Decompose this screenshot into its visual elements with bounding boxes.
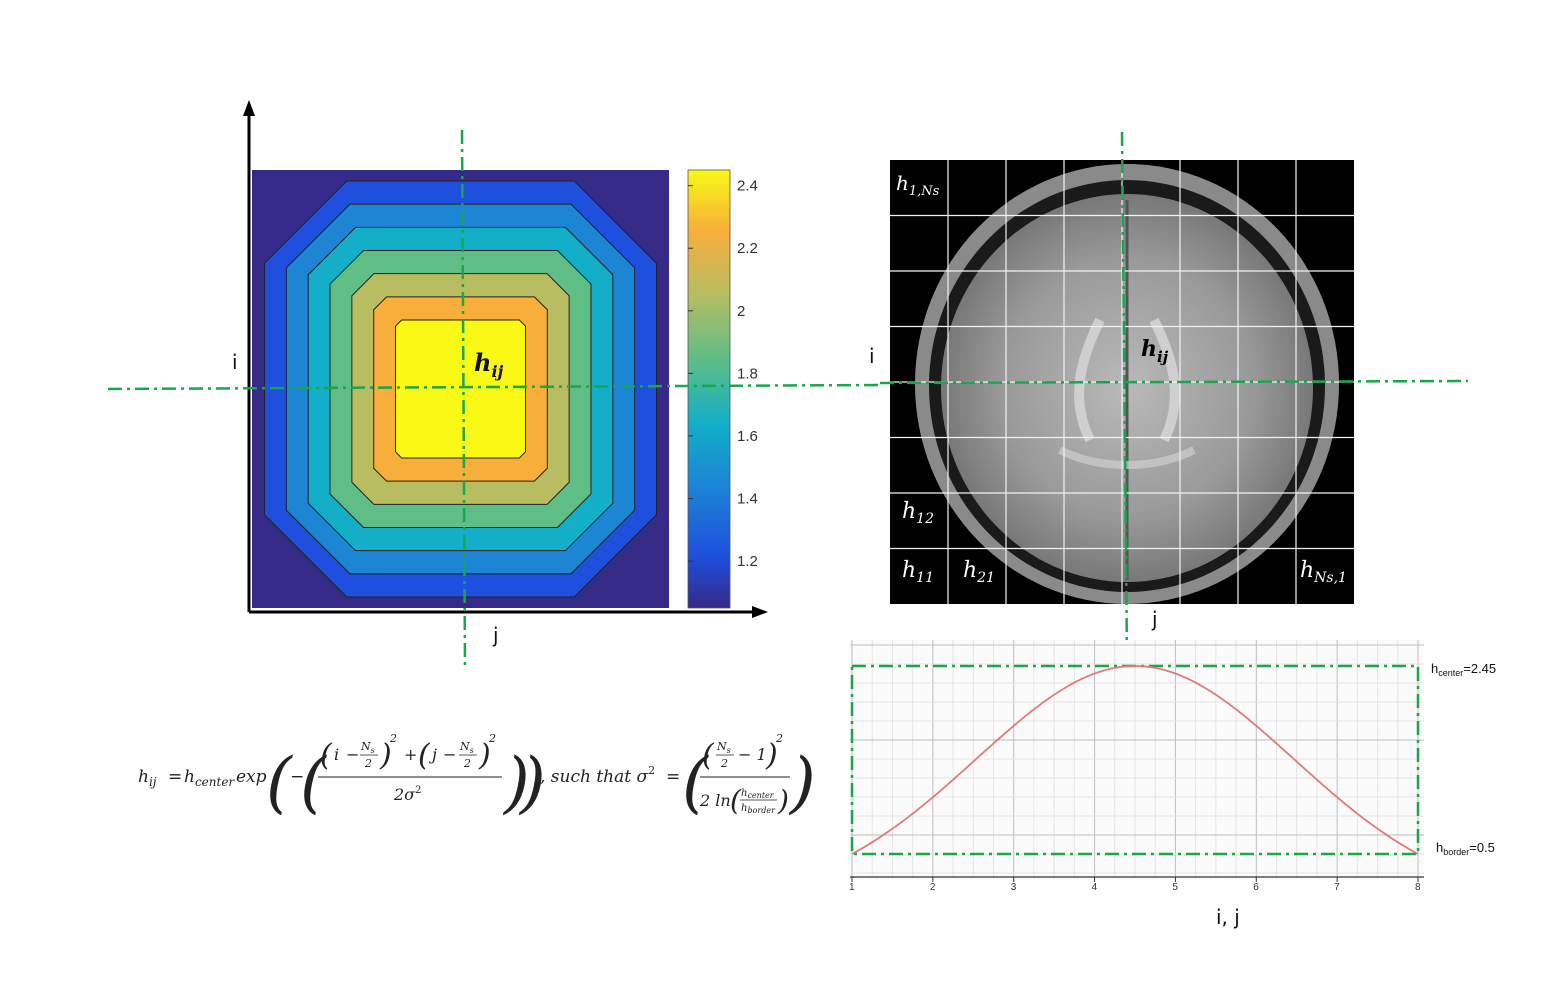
heatmap-contours [264, 180, 657, 598]
mri-brain [915, 164, 1339, 604]
mri-vertical-guide [1120, 131, 1129, 661]
heatmap-panel: 2.4 2.2 2 1.8 1.6 1.4 1.2 i j hij [107, 100, 881, 669]
chart-x-tick-label: 1 [849, 882, 855, 893]
formula-eq2: = [666, 767, 680, 787]
formula-ns-sigma: Ns [716, 740, 731, 755]
formula-sq-j: 2 [488, 732, 496, 745]
formula-minus-one: − 1 [738, 745, 767, 764]
mri-cell-label-1-ns: h1,Ns [896, 171, 940, 199]
formula-ln-paren-close: ) [777, 784, 789, 817]
formula-hcenter: hcenter [184, 767, 235, 789]
formula-two-sigma: 2 [720, 757, 728, 770]
colorbar-ticks: 2.4 2.2 2 1.8 1.6 1.4 1.2 [688, 178, 758, 570]
mri-cell-label-21: h21 [963, 558, 995, 586]
formula-paren-j-open: ( [418, 738, 431, 773]
chart-x-tick-label: 5 [1172, 882, 1178, 893]
hcenter-annotation: hcenter=2.45 [1431, 661, 1496, 678]
mri-col-axis-label: j [1151, 607, 1158, 631]
formula-paren-open-big: ( [266, 744, 293, 821]
mri-center-label: hij [1141, 336, 1169, 366]
formula-ln-paren-open: ( [730, 784, 742, 817]
formula-paren-i-close: ) [379, 738, 392, 773]
chart-background [850, 640, 1424, 880]
formula-num-i: i [334, 745, 339, 764]
profile-chart: 1 2 3 4 5 6 7 8 hcenter=2.45 hborder=0.5 i, j [849, 640, 1496, 929]
formula-paren-close-3: ) [788, 744, 816, 821]
colorbar-tick-label: 1.4 [737, 491, 758, 508]
formula-lhs: hij [138, 767, 157, 789]
horizontal-guide-right [879, 379, 1469, 385]
gaussian-curve [851, 665, 1419, 855]
formula-ns-j: Ns [459, 740, 474, 755]
ventricle-left [1074, 317, 1105, 443]
heatmap-y-arrow [243, 100, 255, 116]
formula: hij = hcenter exp ( − ( ( i − Ns 2 ) 2 +… [138, 732, 816, 821]
colorbar-tick-label: 1.2 [737, 553, 758, 570]
formula-two-i: 2 [364, 757, 372, 770]
mri-panel: h1,Ns h12 h11 h21 hNs,1 hij i j [869, 131, 1469, 661]
chart-x-tick-label: 6 [1253, 882, 1259, 893]
formula-paren-ns-close: ) [765, 738, 778, 773]
colorbar-tick-label: 1.6 [737, 428, 758, 445]
mri-cell-label-12: h12 [902, 499, 934, 527]
formula-num-j: j [429, 745, 437, 764]
formula-minus-i: − [346, 745, 359, 764]
mri-cell-label-11: h11 [902, 558, 934, 586]
chart-x-tick-label: 7 [1334, 882, 1340, 893]
colorbar [687, 169, 731, 609]
colorbar-tick-label: 2.4 [737, 178, 758, 195]
heatmap-center-label: hij [474, 348, 504, 381]
formula-sq-i: 2 [389, 732, 397, 745]
formula-paren-i-open: ( [320, 738, 333, 773]
formula-two-j: 2 [463, 757, 471, 770]
contour-level-7 [395, 319, 526, 459]
mri-row-axis-label: i [869, 344, 875, 368]
colorbar-tick-label: 1.8 [737, 365, 758, 382]
colorbar-tick-label: 2 [737, 303, 745, 320]
formula-paren-open-2: ( [300, 744, 327, 821]
formula-paren-ns-open: ( [702, 738, 715, 773]
horizontal-guide-left [107, 383, 881, 391]
heatmap-vertical-guide [460, 129, 467, 669]
formula-such-that: , such that σ2 [540, 764, 655, 787]
formula-ns-i: Ns [360, 740, 375, 755]
mri-cell-label-ns-1: hNs,1 [1300, 558, 1347, 586]
formula-paren-close-2: ) [502, 744, 530, 821]
formula-paren-j-close: ) [478, 738, 491, 773]
chart-x-label: i, j [1216, 905, 1240, 929]
formula-denominator: 2σ2 [393, 785, 421, 804]
formula-exp: exp [236, 767, 267, 787]
ventricle-right [1149, 317, 1180, 443]
formula-minus-j: − [443, 745, 456, 764]
formula-minus: − [290, 767, 304, 787]
chart-x-ticks: 1 2 3 4 5 6 7 8 [849, 877, 1421, 893]
chart-x-tick-label: 4 [1092, 882, 1098, 893]
colorbar-tick-label: 2.2 [737, 240, 758, 257]
formula-hborder: hborder [741, 803, 776, 815]
chart-x-tick-label: 2 [930, 882, 936, 893]
hborder-annotation: hborder=0.5 [1436, 840, 1495, 857]
chart-x-tick-label: 3 [1011, 882, 1017, 893]
heatmap-row-axis-label: i [232, 350, 238, 374]
formula-hcenter2: hcenter [741, 788, 775, 800]
heatmap-x-arrow [752, 606, 768, 618]
chart-x-tick-label: 8 [1415, 882, 1421, 893]
formula-paren-open-3: ( [682, 744, 709, 821]
formula-sq-sigma: 2 [775, 732, 783, 745]
formula-eq: = [168, 767, 182, 787]
formula-ln: 2 ln [699, 791, 731, 810]
formula-plus: + [404, 745, 417, 764]
formula-paren-close-big: ) [518, 744, 546, 821]
heatmap-col-axis-label: j [492, 623, 499, 647]
